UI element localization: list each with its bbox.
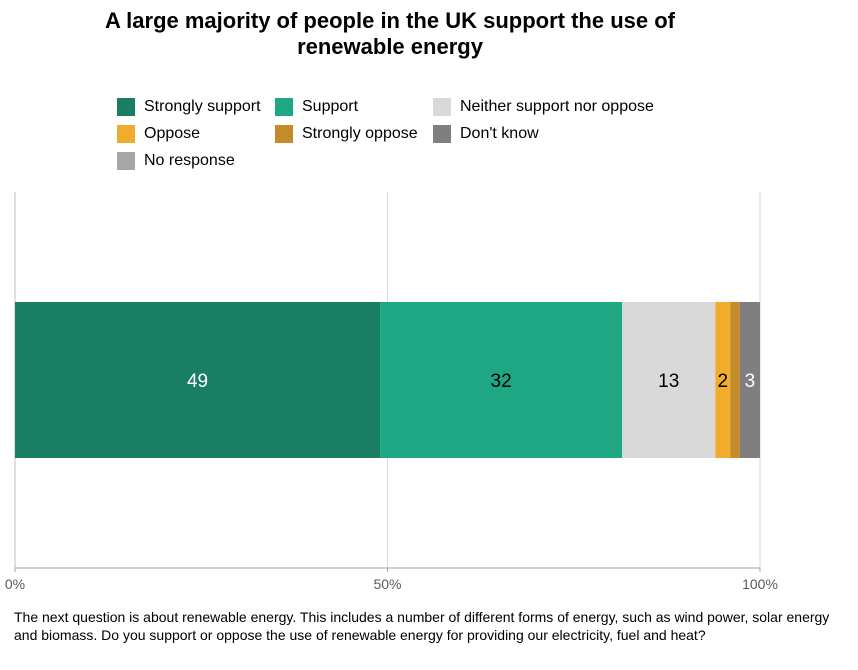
bar-segment-neither-support-nor-oppose	[622, 302, 716, 458]
legend-swatch-no-response	[117, 152, 135, 170]
x-tick-label-2: 100%	[742, 576, 778, 592]
question-footnote: The next question is about renewable ene…	[14, 609, 830, 643]
data-label-support: 32	[491, 371, 512, 392]
legend-label-neither: Neither support nor oppose	[460, 98, 654, 115]
stacked-bar-chart: 49 32 13 2 3 0% 50% 100%	[5, 192, 778, 592]
legend-item-no-response: No response	[117, 151, 235, 171]
legend-item-neither: Neither support nor oppose	[433, 97, 654, 117]
legend-item-support: Support	[275, 97, 358, 117]
legend-swatch-dont-know	[433, 125, 451, 143]
legend-label-strongly-support: Strongly support	[144, 98, 261, 115]
chart-title: A large majority of people in the UK sup…	[104, 8, 675, 59]
legend-label-support: Support	[302, 98, 359, 115]
legend-item-dont-know: Don't know	[433, 124, 539, 144]
bar-segment-strongly-oppose	[730, 302, 740, 458]
bar-segment-oppose	[715, 302, 731, 458]
data-label-oppose: 2	[717, 371, 728, 392]
legend-swatch-strongly-support	[117, 98, 135, 116]
bar-segment-support	[380, 302, 623, 458]
x-tick-label-1: 50%	[373, 576, 401, 592]
legend-swatch-strongly-oppose	[275, 125, 293, 143]
legend-item-strongly-support: Strongly support	[117, 97, 261, 117]
data-label-don-t-know: 3	[745, 371, 756, 392]
data-label-neither-support-nor-oppose: 13	[658, 371, 679, 392]
legend-label-no-response: No response	[144, 152, 235, 169]
data-label-strongly-support: 49	[187, 371, 208, 392]
bar-segment-don-t-know	[739, 302, 760, 458]
legend-swatch-neither	[433, 98, 451, 116]
legend-item-strongly-oppose: Strongly oppose	[275, 124, 418, 144]
legend-item-oppose: Oppose	[117, 124, 200, 144]
legend-swatch-support	[275, 98, 293, 116]
bar-segment-strongly-support	[15, 302, 381, 458]
legend-label-oppose: Oppose	[144, 125, 201, 142]
x-tick-label-0: 0%	[5, 576, 25, 592]
legend-swatch-oppose	[117, 125, 135, 143]
legend-label-dont-know: Don't know	[460, 125, 539, 142]
legend-label-strongly-oppose: Strongly oppose	[302, 125, 418, 142]
